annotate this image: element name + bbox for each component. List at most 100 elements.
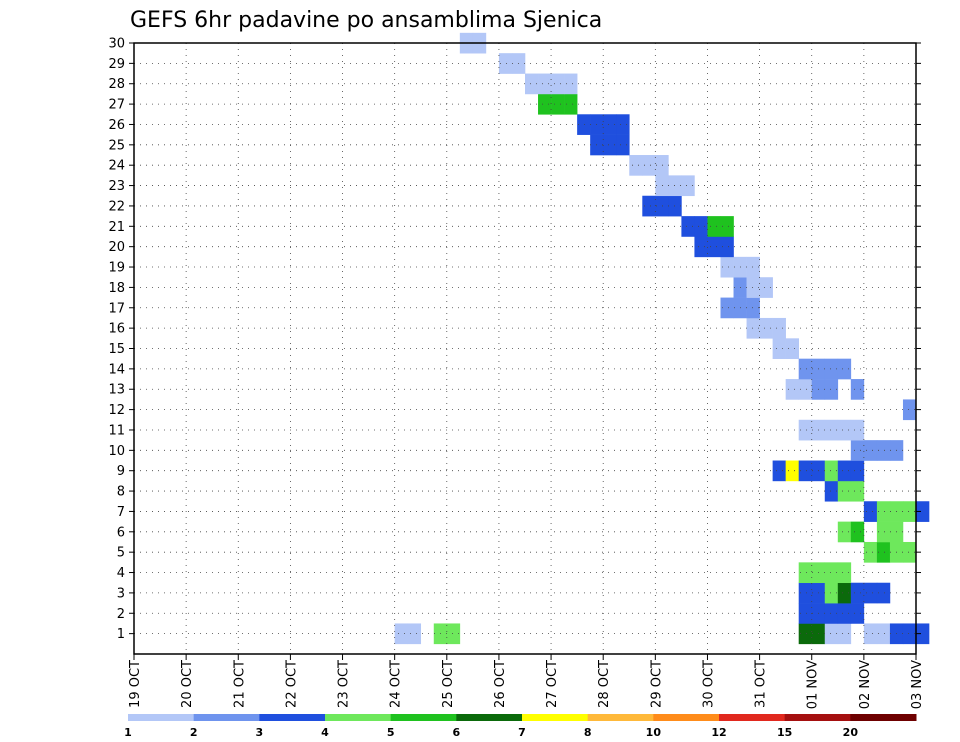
precip-cell <box>603 114 617 135</box>
precip-cell <box>746 256 760 278</box>
x-tick-label: 30 OCT <box>701 660 716 708</box>
precip-cell <box>876 582 891 604</box>
precip-cell <box>837 460 852 482</box>
precip-cell <box>863 623 878 645</box>
precip-cell <box>876 541 891 563</box>
y-tick-label: 3 <box>117 586 125 601</box>
precip-cell <box>837 582 852 604</box>
y-tick-label: 22 <box>108 199 125 214</box>
colorbar-segment <box>193 714 260 721</box>
y-tick-label: 20 <box>108 240 125 255</box>
precip-cell <box>629 155 643 176</box>
precip-cell <box>720 216 734 237</box>
precip-cell <box>916 623 930 645</box>
precip-cell <box>551 73 565 95</box>
precip-cell <box>798 623 813 645</box>
precip-cell <box>577 114 591 135</box>
colorbar-label: 4 <box>321 726 329 739</box>
colorbar-label: 6 <box>453 726 461 739</box>
precip-cell <box>746 297 760 319</box>
precip-cell <box>863 582 878 604</box>
precip-cell <box>902 501 917 522</box>
y-tick-label: 12 <box>108 403 125 418</box>
precip-cell <box>798 582 813 604</box>
precip-cell <box>655 195 669 217</box>
precip-cell <box>824 623 839 645</box>
precip-cell <box>564 93 578 115</box>
precip-cell <box>642 155 656 176</box>
colorbar-segment <box>719 714 786 721</box>
precip-cell <box>538 93 552 115</box>
precip-cell <box>759 277 773 298</box>
x-tick-label: 22 OCT <box>284 660 299 708</box>
y-tick-label: 15 <box>108 342 125 357</box>
x-tick-label: 24 OCT <box>389 660 404 708</box>
y-tick-label: 14 <box>108 362 125 377</box>
y-tick-label: 1 <box>117 627 125 642</box>
colorbar-segment <box>522 714 589 721</box>
x-tick-label: 01 NOV <box>806 660 821 709</box>
precip-cell <box>876 440 891 461</box>
x-tick-label: 23 OCT <box>337 660 352 708</box>
precip-cell <box>798 603 813 624</box>
precip-cell <box>668 175 682 197</box>
y-tick-label: 6 <box>117 525 125 540</box>
x-tick-label: 02 NOV <box>858 660 873 709</box>
y-tick-label: 4 <box>117 566 125 581</box>
precip-cell <box>824 419 839 441</box>
precip-cell <box>551 93 565 115</box>
y-tick-label: 24 <box>108 159 125 174</box>
y-tick-label: 28 <box>108 77 125 92</box>
colorbar-label: 8 <box>584 726 592 739</box>
precip-cell <box>837 358 852 380</box>
y-tick-label: 5 <box>117 546 125 561</box>
y-tick-label: 21 <box>108 220 125 235</box>
colorbar-segment <box>390 714 457 721</box>
precip-cell <box>902 623 917 645</box>
y-tick-label: 9 <box>117 464 125 479</box>
colorbar-segment <box>653 714 720 721</box>
x-tick-label: 25 OCT <box>441 660 456 708</box>
x-tick-label: 29 OCT <box>649 660 664 708</box>
precip-cell <box>902 541 917 563</box>
precip-cell <box>798 562 813 584</box>
precip-cell <box>824 460 839 482</box>
precip-cell <box>916 501 930 522</box>
precip-cell <box>876 623 891 645</box>
precip-cell <box>498 53 513 74</box>
y-tick-label: 23 <box>108 179 125 194</box>
precip-cell <box>837 419 852 441</box>
precip-cell <box>746 317 760 339</box>
precip-cell <box>850 603 865 624</box>
x-axis-ticks: 19 OCT 20 OCT 21 OCT 22 OCT 23 OCT 24 OCT 25 O… <box>128 654 925 709</box>
precip-cell <box>798 460 813 482</box>
x-tick-label: 19 OCT <box>128 660 143 708</box>
y-tick-label: 10 <box>108 444 125 459</box>
precip-cell <box>876 501 891 522</box>
precip-cell <box>759 317 773 339</box>
precip-cell <box>746 277 760 298</box>
precip-cell <box>824 582 839 604</box>
x-tick-label: 31 OCT <box>754 660 769 708</box>
colorbar-segment <box>456 714 523 721</box>
precip-cell <box>603 134 617 156</box>
precip-cell <box>407 623 422 645</box>
precip-cell <box>720 236 734 258</box>
precip-cell <box>694 216 708 237</box>
y-tick-label: 16 <box>108 322 125 337</box>
precip-cell <box>837 603 852 624</box>
y-tick-label: 26 <box>108 118 125 133</box>
precip-cell <box>720 297 734 319</box>
x-tick-label: 20 OCT <box>180 660 195 708</box>
precip-cell <box>837 480 852 502</box>
colorbar-label: 5 <box>387 726 395 739</box>
colorbar-segment <box>259 714 326 721</box>
colorbar-label: 12 <box>711 726 726 739</box>
y-tick-label: 27 <box>108 98 125 113</box>
y-tick-label: 13 <box>108 383 125 398</box>
precip-cell <box>707 216 721 237</box>
x-tick-label: 27 OCT <box>545 660 560 708</box>
precip-cell <box>681 216 695 237</box>
precip-cell <box>772 460 786 482</box>
